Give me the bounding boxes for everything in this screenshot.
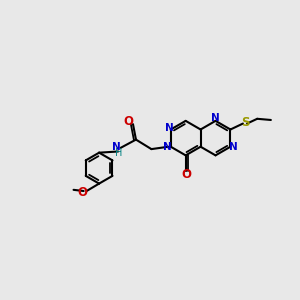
Text: H: H — [115, 148, 122, 158]
Text: N: N — [165, 123, 174, 133]
Text: O: O — [78, 186, 88, 199]
Text: N: N — [229, 142, 238, 152]
Text: N: N — [164, 142, 172, 152]
Text: N: N — [211, 113, 220, 124]
Text: S: S — [241, 116, 249, 129]
Text: O: O — [182, 168, 192, 181]
Text: N: N — [112, 142, 121, 152]
Text: O: O — [123, 115, 133, 128]
